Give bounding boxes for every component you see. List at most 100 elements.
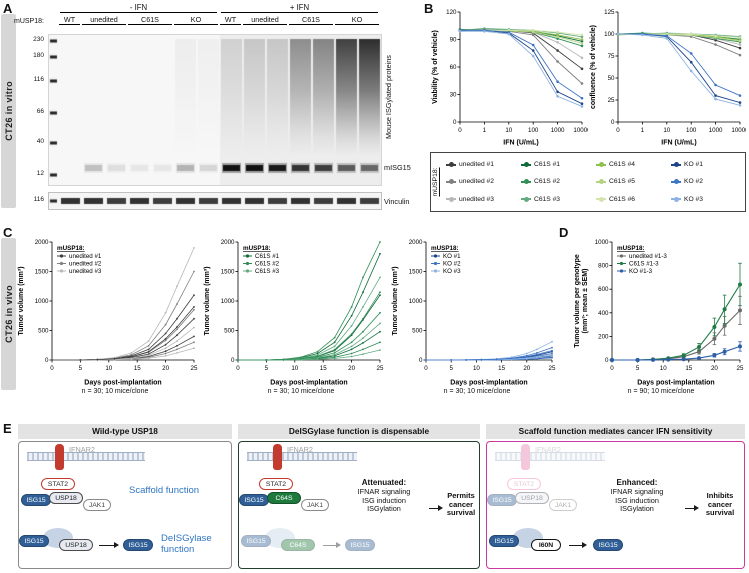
deisgylase-function-label: DeISGylase function [161,533,212,555]
panel-label-a: A [3,1,13,16]
jak1-pill: JAK1 [549,499,577,511]
legend-label: C61S #1 [534,161,561,169]
legend-label: C61S #2 [534,178,561,186]
blot-group-label: C61S [289,15,333,25]
blot-condition-label: + IFN [221,3,378,13]
svg-text:0: 0 [453,119,457,126]
isg15-pill: ISG15 [19,535,49,547]
svg-text:10: 10 [473,365,480,372]
usp18-pill: USP18 [59,539,93,551]
svg-text:1500: 1500 [221,269,235,276]
tumor-chart-c61s: 0 5 10 15 20 25 0 500 1000 1500 2000 Days post-impl… [204,239,384,387]
svg-text:0: 0 [50,365,54,372]
svg-text:2000: 2000 [409,239,423,246]
attenuated-heading: Attenuated: [361,478,407,487]
status-line: ISGylation [367,504,401,514]
status-line: ISG induction [615,495,659,505]
enhanced-heading: Enhanced: [616,478,658,487]
svg-text:IFN (U/mL): IFN (U/mL) [503,140,538,147]
svg-text:unedited #1-3: unedited #1-3 [629,253,667,260]
misg15-label: mISG15 [384,163,411,172]
svg-text:75: 75 [608,53,615,60]
legend-marker [671,162,681,168]
svg-text:500: 500 [38,328,49,335]
svg-text:600: 600 [598,286,609,293]
reaction-arrow [569,541,587,548]
tumor-chart-ko: 0 5 10 15 20 25 0 500 1000 1500 2000 Days post-impl… [392,239,556,386]
blot-group-label: KO [335,15,379,25]
isg15-pill: ISG15 [123,539,153,551]
legend-item: unedited #3 [446,196,518,203]
svg-text:IFN (U/mL): IFN (U/mL) [661,140,696,147]
legend-item: C61S #3 [521,196,593,203]
blot-group-label: WT [220,15,241,25]
svg-text:15: 15 [685,365,692,372]
reaction-arrow [323,541,341,548]
svg-text:Tumor volume (mm³): Tumor volume (mm³) [18,266,25,335]
box2-title: DeISGylase function is dispensable [238,424,480,439]
svg-text:0: 0 [45,357,49,364]
svg-text:Days post-implantation: Days post-implantation [84,380,161,387]
svg-text:1: 1 [641,127,645,134]
svg-text:100: 100 [604,31,615,38]
ifnar2-label: IFNAR2 [535,445,561,454]
legend-item: unedited #1 [446,161,518,168]
legend-marker [521,179,531,185]
substrate-blob [265,528,295,548]
svg-text:20: 20 [523,365,530,372]
svg-text:25: 25 [377,365,384,372]
c64s-pill: C64S [267,492,301,504]
legend-marker [521,196,531,202]
legend-item: C61S #6 [596,196,668,203]
legend-musp18-label: mUSP18: [432,167,439,197]
legend-label: C61S #4 [609,161,636,169]
ifnar2-label: IFNAR2 [287,445,313,454]
legend-marker [446,162,456,168]
svg-text:mUSP18:: mUSP18: [243,245,271,252]
status-line: ISG induction [362,495,406,505]
inactive-deisgylase-motif: ISG15 C64S ISG15 [239,442,479,568]
svg-text:15: 15 [498,365,505,372]
svg-text:5: 5 [79,365,83,372]
svg-text:100: 100 [686,127,697,134]
ifn-legend-items: unedited #1 unedited #2 unedited #3 C61S #1… [446,156,743,208]
svg-text:0: 0 [458,127,462,134]
legend-marker [671,196,681,202]
isg15-pill: ISG15 [241,535,271,547]
panel-label-c: C [3,225,13,240]
svg-text:KO #1-3: KO #1-3 [629,268,653,275]
svg-text:100: 100 [528,127,539,134]
svg-text:25: 25 [737,365,744,372]
side-label-ct26-in-vitro: CT26 in vitro [1,14,16,208]
svg-text:0: 0 [424,365,428,372]
svg-text:unedited #3: unedited #3 [69,268,102,275]
ifnar2-label: IFNAR2 [69,445,95,454]
svg-text:C61S #3: C61S #3 [255,268,280,275]
svg-text:KO #2: KO #2 [443,261,461,268]
svg-text:C61S #1-3: C61S #1-3 [629,261,659,268]
ifnar2-receptor [521,444,530,470]
svg-text:confluence (% of vehicle): confluence (% of vehicle) [590,25,597,109]
legend-item: C61S #5 [596,178,668,185]
legend-item: C61S #2 [521,178,593,185]
legend-column: unedited #1 unedited #2 unedited #3 [446,156,518,208]
legend-marker [671,179,681,185]
isg15-pill: ISG15 [21,494,51,506]
legend-marker [446,179,456,185]
svg-text:15: 15 [320,365,327,372]
c64s-pill: C64S [281,539,315,551]
svg-text:20: 20 [162,365,169,372]
svg-text:5: 5 [265,365,269,372]
svg-text:0: 0 [236,365,240,372]
legend-label: unedited #2 [459,178,494,186]
side-label-ct26-in-vivo: CT26 in vivo [1,238,16,390]
svg-text:0: 0 [616,127,620,134]
legend-marker [521,162,531,168]
svg-text:Days post-implantation: Days post-implantation [270,380,347,387]
blot-group-label: unedited [243,15,287,25]
svg-text:1000: 1000 [709,127,723,134]
svg-text:0: 0 [231,357,235,364]
ifn-legend: mUSP18: unedited #1 unedited #2 unedited #… [430,152,746,212]
